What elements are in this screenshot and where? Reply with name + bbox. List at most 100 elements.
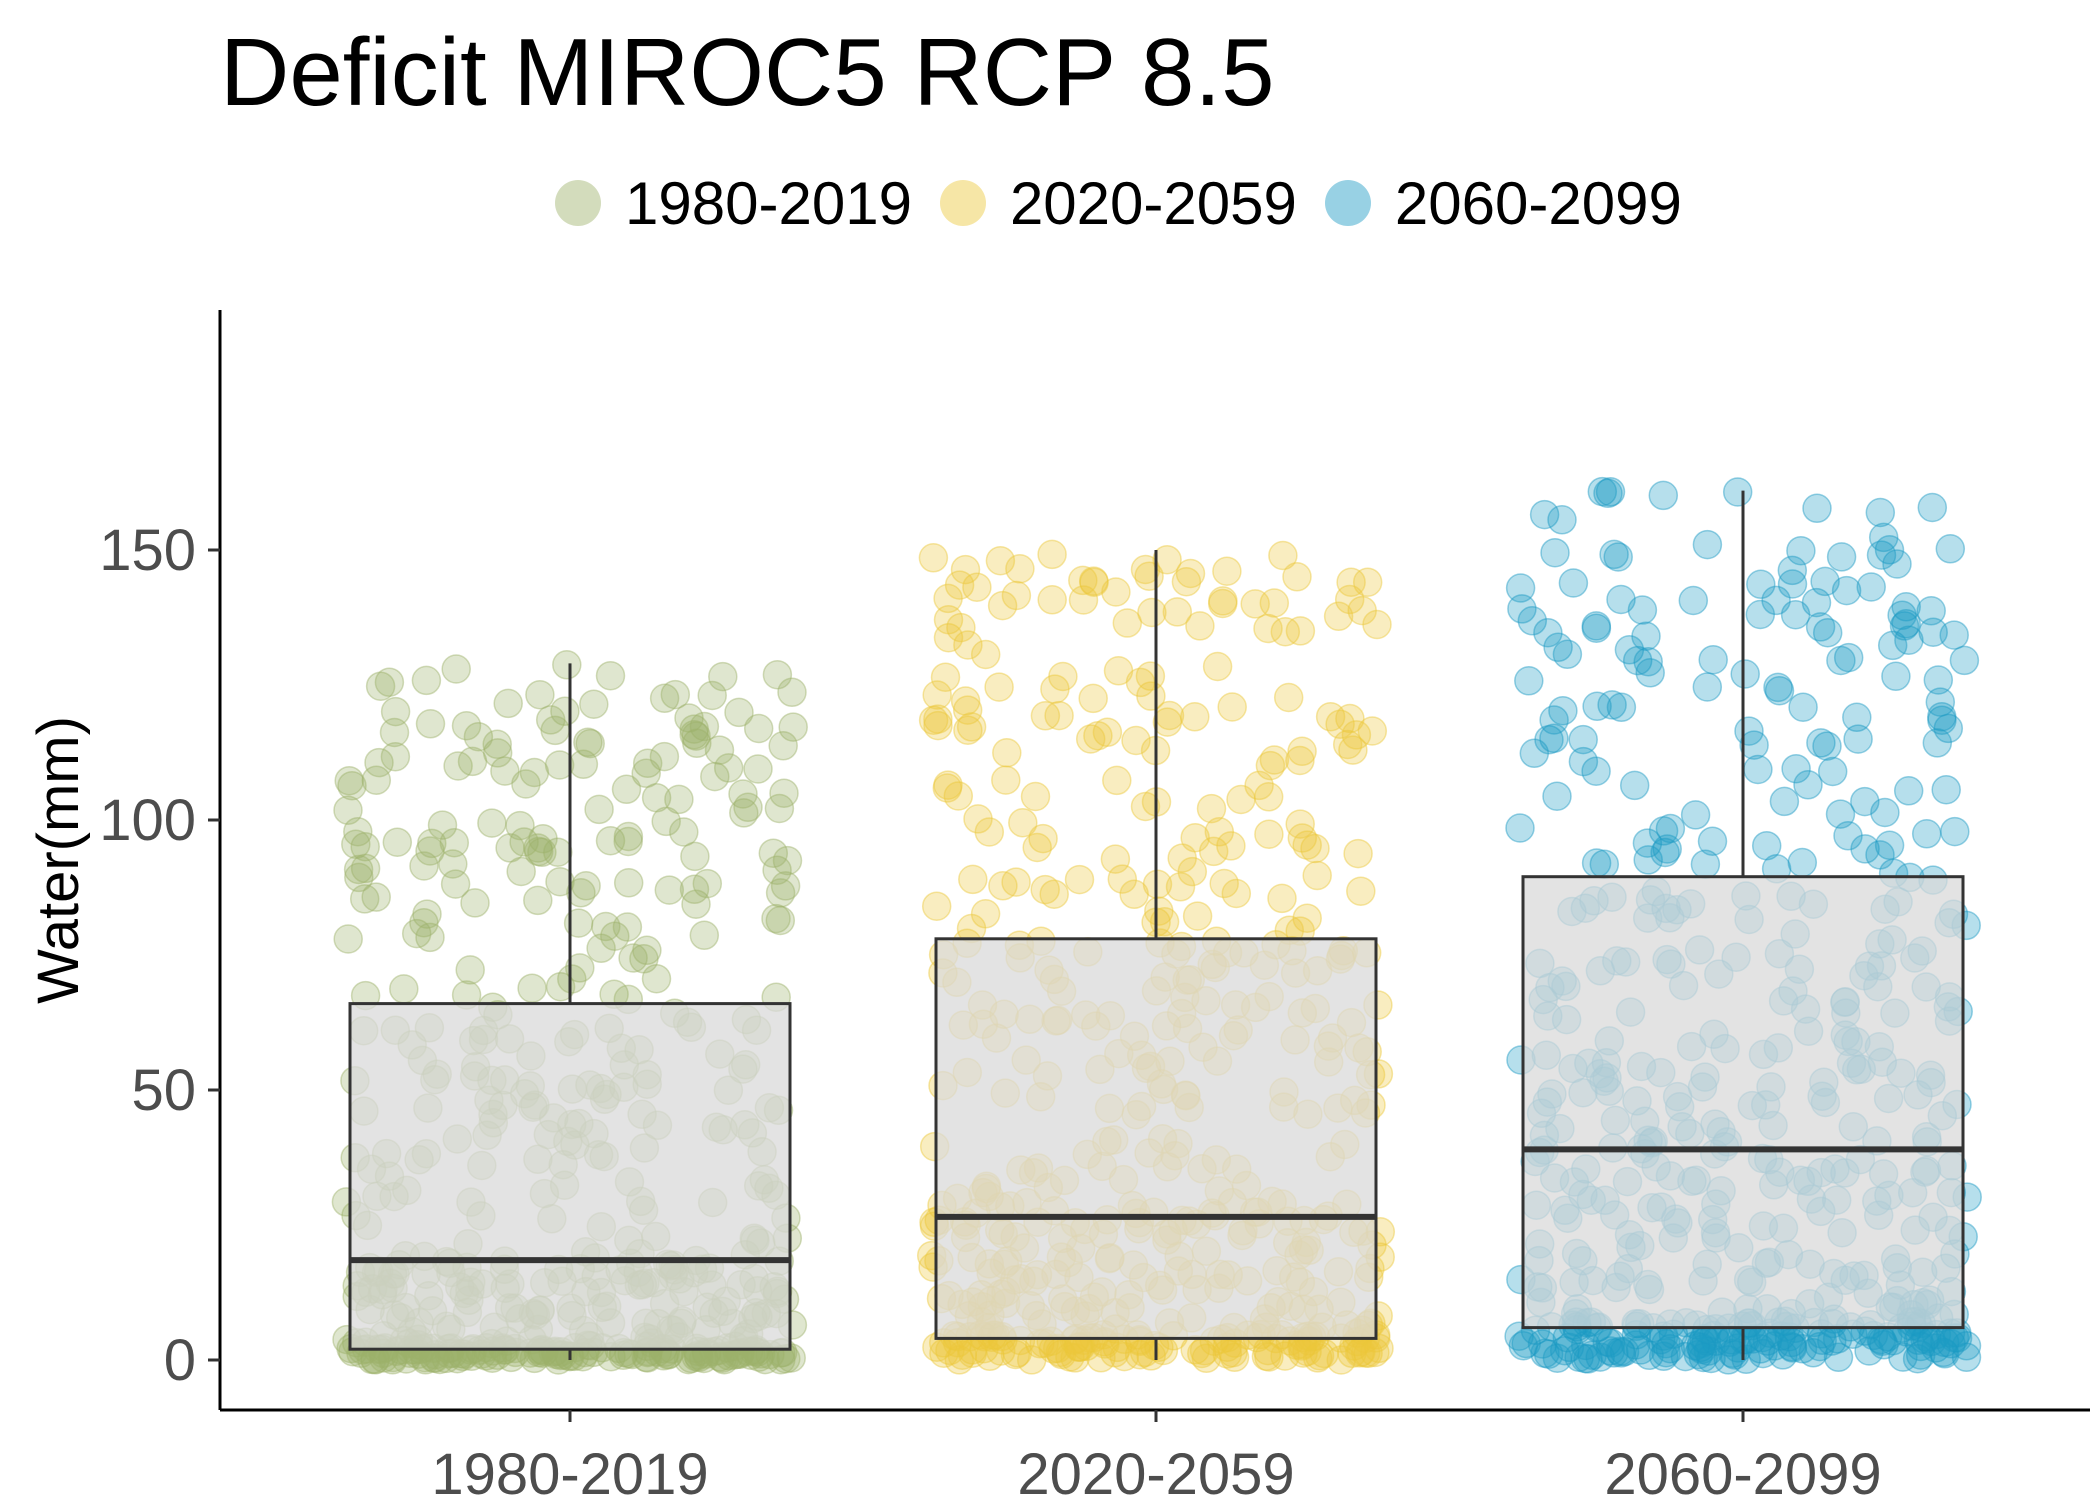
- data-point: [768, 731, 798, 761]
- data-point: [1216, 831, 1246, 861]
- data-point: [563, 908, 594, 938]
- data-point: [1593, 478, 1623, 509]
- data-point: [975, 1341, 1005, 1372]
- data-point: [612, 912, 643, 942]
- data-point: [1302, 860, 1332, 891]
- data-point: [1543, 632, 1573, 663]
- data-point: [632, 935, 662, 966]
- data-point: [389, 974, 419, 1004]
- data-point: [1648, 480, 1679, 511]
- chart-title: Deficit MIROC5 RCP 8.5: [220, 19, 1275, 126]
- data-point: [1554, 1332, 1585, 1363]
- data-point: [618, 943, 648, 973]
- data-point: [380, 696, 411, 727]
- data-point: [1343, 838, 1373, 869]
- data-point: [1842, 702, 1872, 733]
- data-point: [1292, 830, 1322, 860]
- data-point: [1577, 1340, 1607, 1371]
- data-point: [743, 713, 774, 744]
- data-point: [1868, 522, 1899, 553]
- data-point: [933, 770, 963, 800]
- data-point: [1940, 816, 1970, 847]
- data-point: [985, 545, 1016, 576]
- data-point: [613, 821, 644, 852]
- data-point: [1282, 562, 1312, 592]
- data-point: [1100, 844, 1131, 874]
- data-point: [1620, 1330, 1651, 1360]
- data-point: [1831, 575, 1862, 606]
- data-point: [1022, 832, 1052, 863]
- data-point: [517, 973, 547, 1003]
- data-point: [1581, 613, 1612, 643]
- data-point: [1609, 1336, 1640, 1367]
- data-point: [654, 875, 685, 905]
- data-point: [1346, 876, 1376, 906]
- data-point: [1083, 720, 1113, 751]
- data-point: [651, 806, 681, 837]
- data-point: [1568, 746, 1599, 777]
- data-point: [1786, 535, 1816, 566]
- data-point: [1648, 1341, 1679, 1372]
- data-point: [1219, 1342, 1250, 1373]
- data-point: [1911, 819, 1942, 849]
- data-point: [334, 765, 364, 796]
- data-point: [343, 854, 374, 885]
- data-point: [417, 828, 447, 859]
- data-point: [649, 741, 680, 772]
- data-point: [443, 751, 473, 781]
- data-point: [950, 686, 981, 716]
- data-point: [1891, 592, 1921, 622]
- data-point: [1777, 555, 1808, 586]
- data-point: [1587, 476, 1618, 507]
- data-point: [333, 924, 363, 954]
- data-point: [944, 570, 975, 600]
- data-point: [704, 735, 735, 765]
- box-2020-2059: [934, 550, 1378, 1360]
- data-point: [1921, 1333, 1951, 1363]
- legend-marker-2: [939, 180, 986, 226]
- data-point: [457, 746, 488, 777]
- data-point: [455, 955, 485, 985]
- data-point: [1692, 672, 1723, 702]
- data-point: [1933, 713, 1964, 744]
- data-point: [1777, 569, 1808, 599]
- data-point: [527, 837, 557, 868]
- data-point: [629, 944, 659, 974]
- data-point: [600, 921, 630, 951]
- data-point: [545, 866, 575, 897]
- legend-item-3: 2060-2099: [1324, 169, 1682, 238]
- data-point: [350, 853, 381, 884]
- data-point: [1121, 725, 1151, 756]
- data-point: [1606, 1338, 1636, 1368]
- data-point: [1651, 1328, 1681, 1359]
- data-point: [519, 757, 550, 788]
- data-point: [409, 907, 439, 938]
- data-point: [1253, 613, 1283, 644]
- data-point: [557, 964, 587, 994]
- data-point: [1048, 661, 1078, 692]
- legend: 1980-2019 2020-2059 2060-2099: [555, 168, 1682, 238]
- data-point: [566, 878, 596, 908]
- data-point: [1549, 1335, 1580, 1366]
- data-point: [1935, 534, 1966, 564]
- data-point: [495, 833, 525, 863]
- data-point: [1196, 793, 1227, 824]
- data-point: [1300, 833, 1330, 864]
- data-point: [1137, 597, 1167, 628]
- data-point: [1805, 1331, 1835, 1362]
- data-point: [1745, 599, 1776, 630]
- data-point: [1287, 823, 1318, 853]
- data-point: [1539, 723, 1569, 754]
- data-point: [1037, 539, 1067, 570]
- box-1980-2019: [348, 663, 792, 1360]
- data-point: [729, 798, 759, 828]
- data-point: [1686, 1332, 1716, 1363]
- data-point: [1119, 879, 1149, 910]
- data-point: [1633, 646, 1663, 677]
- data-point: [970, 639, 1001, 670]
- data-point: [1764, 675, 1795, 706]
- data-point: [401, 918, 432, 949]
- data-point: [1939, 620, 1969, 650]
- data-point: [921, 891, 952, 921]
- data-point: [1619, 770, 1650, 801]
